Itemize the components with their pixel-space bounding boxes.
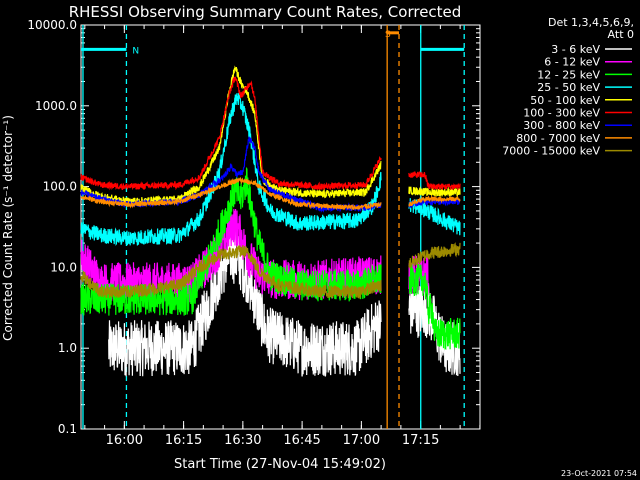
legend-entry-label: 300 - 800 keV: [523, 119, 600, 132]
y-tick-label: 1000.0: [35, 99, 77, 113]
series-line: [80, 76, 382, 191]
series-line-segment-2: [408, 242, 461, 269]
x-tick-label: 17:15: [402, 433, 439, 448]
series-line: [80, 176, 382, 212]
x-axis-label: Start Time (27-Nov-04 15:49:02): [174, 457, 386, 472]
x-tick-label: 16:00: [106, 433, 143, 448]
legend-header: Det 1,3,4,5,6,9,: [548, 16, 634, 29]
series-line: [80, 245, 382, 300]
series-line-segment-2: [408, 186, 461, 199]
series-line-segment-2: [408, 263, 461, 351]
y-axis-label: Corrected Count Rate (s⁻¹ detector⁻¹): [1, 115, 15, 341]
series-line: [108, 228, 382, 377]
legend-entry-label: 800 - 7000 keV: [516, 132, 600, 145]
series-line-segment-2: [408, 194, 461, 207]
legend-entry-label: 12 - 25 keV: [537, 68, 600, 81]
y-tick-label: 100.0: [43, 180, 77, 194]
legend-header: Att 0: [608, 28, 634, 41]
legend-entry-label: 7000 - 15000 keV: [502, 145, 600, 158]
series-line: [80, 93, 382, 247]
generation-timestamp: 23-Oct-2021 07:54: [561, 469, 637, 478]
flag-label: N: [132, 46, 139, 56]
x-tick-label: 16:15: [165, 433, 202, 448]
chart-title: RHESSI Observing Summary Count Rates, Co…: [69, 3, 462, 21]
series-line-segment-2: [408, 171, 461, 191]
x-tick-label: 17:00: [343, 433, 380, 448]
legend-entry-label: 50 - 100 keV: [530, 94, 600, 107]
x-tick-label: 16:30: [224, 433, 261, 448]
y-tick-label: 10.0: [50, 260, 77, 274]
legend-entry-label: 25 - 50 keV: [537, 81, 600, 94]
series-line-segment-2: [408, 198, 461, 236]
legend-entry-label: 6 - 12 keV: [544, 56, 600, 69]
x-tick-label: 16:45: [283, 433, 320, 448]
legend-entry-label: 3 - 6 keV: [551, 43, 600, 56]
plot-area: 10000.0 1000.0 100.0 10.0 1.0 0.1 16:00 16:15 16…: [27, 18, 481, 448]
flag-label: S: [385, 30, 391, 40]
y-tick-label: 1.0: [58, 341, 77, 355]
y-tick-label: 10000.0: [27, 18, 77, 32]
legend-entry-label: 100 - 300 keV: [523, 107, 600, 120]
y-tick-label: 0.1: [58, 422, 77, 436]
